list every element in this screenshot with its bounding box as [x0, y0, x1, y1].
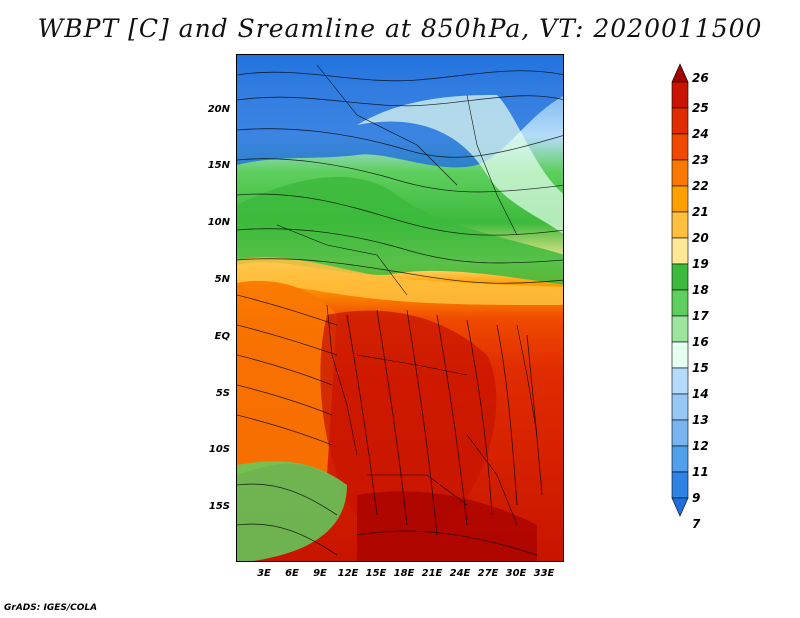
colorbar-tick-label: 14: [692, 387, 709, 401]
colorbar: [671, 63, 689, 517]
lon-label-15e: 15E: [365, 568, 387, 579]
colorbar-swatch: [671, 81, 689, 109]
lat-label-5s: 5S: [215, 388, 230, 399]
colorbar-swatch: [671, 159, 689, 187]
lat-label-15n: 15N: [207, 160, 230, 171]
colorbar-swatch: [671, 445, 689, 473]
colorbar-swatch: [671, 393, 689, 421]
colorbar-tick-label: 11: [692, 465, 709, 479]
colorbar-tick-label: 18: [692, 283, 709, 297]
lon-label-9e: 9E: [313, 568, 327, 579]
colorbar-tick-label: 16: [692, 335, 709, 349]
colorbar-tick-label: 20: [692, 231, 709, 245]
colorbar-tick-label: 12: [692, 439, 709, 453]
colorbar-bottom-arrow: [671, 497, 689, 517]
green-band: [237, 176, 563, 285]
lon-label-6e: 6E: [285, 568, 299, 579]
green-southwest: [237, 461, 347, 561]
colorbar-tick-label: 23: [692, 153, 709, 167]
colorbar-tick-label: 25: [692, 101, 709, 115]
colorbar-swatch: [671, 341, 689, 369]
colorbar-tick-label: 9: [692, 491, 701, 505]
country-borders: [276, 64, 538, 526]
colorbar-swatch: [671, 367, 689, 395]
colorbar-swatch: [671, 263, 689, 291]
colorbar-tick-label: 13: [692, 413, 709, 427]
lon-label-12e: 12E: [337, 568, 359, 579]
light-blue-zone: [357, 95, 563, 234]
colorbar-swatch: [671, 289, 689, 317]
colorbar-tick-label: 24: [692, 127, 709, 141]
lat-label-10n: 10N: [207, 217, 230, 228]
colorbar-tick-label: 15: [692, 361, 709, 375]
colorbar-tick-label: 19: [692, 257, 709, 271]
yellow-band: [237, 257, 563, 305]
colorbar-tick-label: 7: [692, 517, 701, 531]
orange-zone-west: [237, 280, 337, 475]
streamlines: [237, 70, 563, 556]
map-panel: [236, 54, 564, 562]
lat-label-10s: 10S: [208, 444, 230, 455]
red-core: [320, 310, 497, 538]
colorbar-swatch: [671, 419, 689, 447]
lat-label-20n: 20N: [207, 104, 230, 115]
lat-label-15s: 15S: [208, 501, 230, 512]
colorbar-tick-label: 17: [692, 309, 709, 323]
chart-title: WBPT [C] and Sreamline at 850hPa, VT: 20…: [37, 14, 763, 43]
lon-label-33e: 33E: [533, 568, 555, 579]
colorbar-swatch: [671, 315, 689, 343]
colorbar-tick-label: 21: [692, 205, 709, 219]
colorbar-top-arrow: [671, 63, 689, 83]
lon-label-3e: 3E: [257, 568, 271, 579]
lon-label-27e: 27E: [477, 568, 499, 579]
colorbar-swatch: [671, 471, 689, 499]
lat-label-5n: 5N: [214, 274, 230, 285]
lon-label-21e: 21E: [421, 568, 443, 579]
colorbar-swatch: [671, 211, 689, 239]
colorbar-swatch: [671, 185, 689, 213]
footer-credit: GrADS: IGES/COLA: [4, 603, 98, 613]
colorbar-swatch: [671, 133, 689, 161]
dark-red-south: [357, 491, 537, 561]
colorbar-swatch: [671, 237, 689, 265]
colorbar-tick-label: 22: [692, 179, 709, 193]
colorbar-tick-label: 26: [692, 71, 709, 85]
lon-label-18e: 18E: [393, 568, 415, 579]
wbpt-field-map: [237, 55, 563, 561]
colorbar-swatch: [671, 107, 689, 135]
lat-label-eq: EQ: [214, 331, 230, 342]
lon-label-30e: 30E: [505, 568, 527, 579]
lon-label-24e: 24E: [449, 568, 471, 579]
